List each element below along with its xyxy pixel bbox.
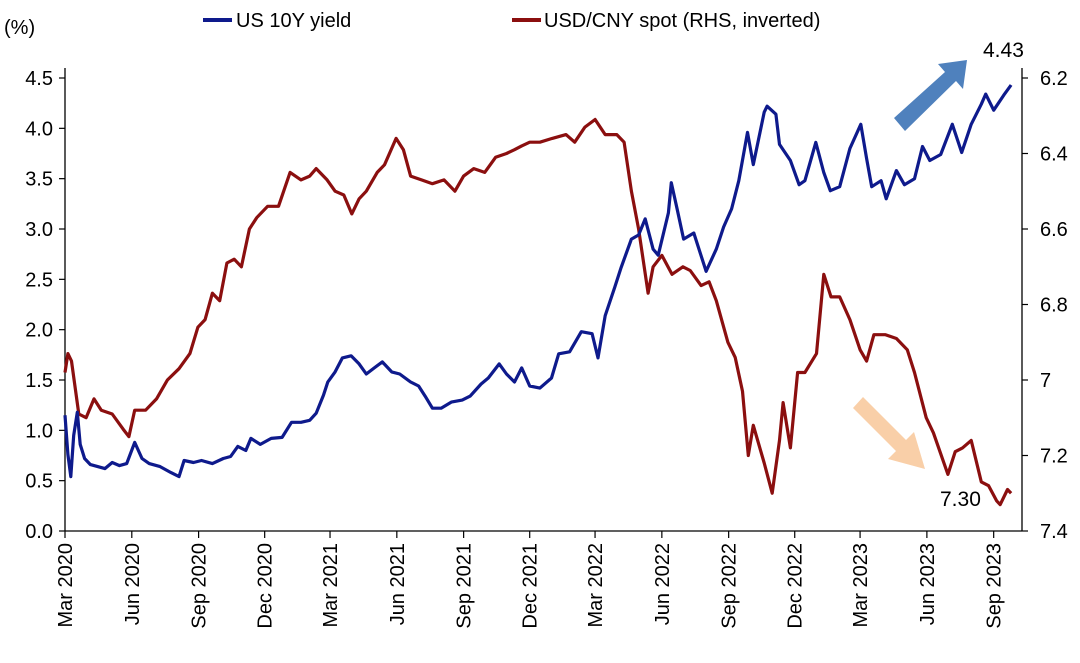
left-tick-label: 3.0 — [25, 219, 53, 241]
x-tick-label: Jun 2022 — [652, 543, 674, 625]
x-tick-label: Jun 2020 — [122, 543, 144, 625]
x-tick-label: Sep 2022 — [719, 543, 741, 629]
left-tick-label: 4.0 — [25, 118, 53, 140]
left-tick-label: 2.5 — [25, 269, 53, 291]
right-tick-label: 6.2 — [1040, 68, 1068, 90]
down-arrow-icon — [853, 397, 925, 469]
right-tick-label: 7.2 — [1040, 446, 1068, 468]
legend: US 10Y yield USD/CNY spot (RHS, inverted… — [203, 10, 820, 32]
annotation-us-10y-yield-last: 4.43 — [983, 39, 1024, 62]
right-tick-label: 7.4 — [1040, 521, 1068, 543]
series-line-usd-cny-spot — [63, 117, 1013, 507]
left-tick-label: 0.5 — [25, 471, 53, 493]
left-axis-ticks: 0.0 0.5 1.0 1.5 2.0 2.5 3.0 3.5 4.0 4.5 — [25, 68, 65, 543]
left-tick-label: 0.0 — [25, 521, 53, 543]
left-tick-label: 1.0 — [25, 420, 53, 442]
right-tick-label: 7 — [1040, 370, 1051, 392]
up-arrow-icon — [894, 60, 967, 131]
right-axis-ticks: 6.2 6.4 6.6 6.8 7 7.2 7.4 — [1022, 68, 1068, 543]
annotation-usd-cny-last: 7.30 — [940, 488, 981, 511]
x-tick-label: Dec 2022 — [785, 543, 807, 629]
left-tick-label: 2.0 — [25, 320, 53, 342]
x-tick-label: Mar 2023 — [850, 543, 872, 628]
left-tick-label: 4.5 — [25, 68, 53, 90]
right-tick-label: 6.6 — [1040, 219, 1068, 241]
legend-label-us-10y-yield: US 10Y yield — [236, 10, 351, 32]
y-unit-label: (%) — [4, 17, 35, 39]
x-tick-label: Mar 2021 — [320, 543, 342, 628]
x-tick-label: Mar 2022 — [585, 543, 607, 628]
x-axis-ticks: Mar 2020 Jun 2020 Sep 2020 Dec 2020 Mar 2021… — [55, 531, 1006, 629]
x-tick-label: Sep 2023 — [984, 543, 1006, 629]
x-tick-label: Jun 2021 — [387, 543, 409, 625]
right-tick-label: 6.4 — [1040, 144, 1068, 166]
legend-label-usd-cny-spot: USD/CNY spot (RHS, inverted) — [544, 10, 820, 32]
x-tick-label: Mar 2020 — [55, 543, 77, 628]
x-tick-label: Sep 2020 — [189, 543, 211, 629]
right-tick-label: 6.8 — [1040, 295, 1068, 317]
axes — [64, 68, 1023, 532]
left-tick-label: 3.5 — [25, 169, 53, 191]
series-line-us-10y-yield — [63, 84, 1013, 479]
x-tick-label: Dec 2020 — [255, 543, 277, 629]
left-tick-label: 1.5 — [25, 370, 53, 392]
x-tick-label: Jun 2023 — [917, 543, 939, 625]
x-tick-label: Sep 2021 — [454, 543, 476, 629]
x-tick-label: Dec 2021 — [520, 543, 542, 629]
